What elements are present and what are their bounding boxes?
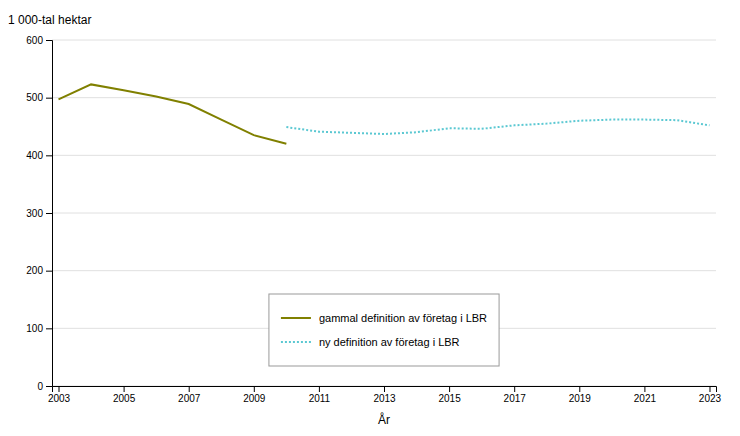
chart: 2003 2005 2007 2009 2011 2013 2015 2017 2019 2021…: [0, 0, 740, 436]
y-tick-label: 200: [26, 265, 43, 276]
x-tick-mark: [644, 386, 645, 392]
x-tick: 2019: [569, 386, 592, 404]
y-tick-mark: [46, 386, 52, 387]
x-tick-mark: [384, 386, 385, 392]
x-axis-title: År: [378, 412, 390, 427]
legend-label: ny definition av företag i LBR: [319, 336, 460, 348]
grid: [52, 40, 716, 386]
y-tick-mark: [46, 155, 52, 156]
y-tick-mark: [46, 328, 52, 329]
x-tick: 2013: [373, 386, 396, 404]
legend-label: gammal definition av företag i LBR: [319, 312, 487, 324]
x-tick: 2007: [178, 386, 201, 404]
y-tick-mark: [46, 271, 52, 272]
legend: gammal definition av företag i LBR ny def…: [269, 294, 499, 366]
legend-item: gammal definition av företag i LBR: [281, 312, 487, 324]
grid-line: [52, 97, 716, 98]
plot-area: [59, 84, 710, 143]
y-tick-mark: [46, 40, 52, 41]
x-tick-label: 2009: [243, 393, 266, 404]
x-tick: 2017: [504, 386, 527, 404]
x-tick-label: 2003: [48, 393, 71, 404]
legend-swatch: [281, 317, 311, 319]
x-tick-mark: [449, 386, 450, 392]
x-tick-mark: [579, 386, 580, 392]
y-tick: 100: [26, 323, 52, 334]
y-tick-label: 600: [26, 35, 43, 46]
y-tick-mark: [46, 98, 52, 99]
x-tick-mark: [59, 386, 60, 392]
y-tick-label: 400: [26, 150, 43, 161]
x-tick-label: 2011: [309, 393, 331, 404]
x-tick-mark: [124, 386, 125, 392]
grid-line: [52, 40, 716, 41]
legend-item: ny definition av företag i LBR: [281, 336, 460, 348]
y-axis: 0 100 200 300 400 500 600: [26, 35, 52, 392]
x-tick-mark: [709, 386, 710, 392]
x-tick-label: 2015: [438, 393, 461, 404]
series-line: [59, 84, 287, 143]
y-tick: 300: [26, 208, 52, 219]
x-tick: 2009: [243, 386, 266, 404]
y-tick-label: 500: [26, 92, 43, 103]
x-tick-mark: [514, 386, 515, 392]
x-tick-mark: [254, 386, 255, 392]
grid-line: [52, 270, 716, 271]
grid-line: [52, 155, 716, 156]
grid-line: [52, 213, 716, 214]
x-tick: 2005: [113, 386, 136, 404]
legend-swatch: [281, 341, 311, 343]
legend-frame: [269, 294, 499, 366]
x-tick-label: 2005: [113, 393, 136, 404]
y-tick-label: 300: [26, 208, 43, 219]
x-tick-mark: [189, 386, 190, 392]
x-tick-label: 2013: [373, 393, 396, 404]
x-tick: 2011: [309, 386, 331, 404]
x-axis: 2003 2005 2007 2009 2011 2013 2015 2017 2019 2021…: [48, 386, 722, 404]
y-tick: 400: [26, 150, 52, 161]
y-tick-label: 0: [37, 381, 43, 392]
x-tick-label: 2007: [178, 393, 201, 404]
x-tick-label: 2017: [504, 393, 527, 404]
y-tick: 600: [26, 35, 52, 46]
y-tick: 500: [26, 92, 52, 103]
x-tick-label: 2019: [569, 393, 592, 404]
y-axis-line: [46, 41, 53, 387]
y-tick: 200: [26, 265, 52, 276]
y-tick-label: 100: [26, 323, 43, 334]
x-axis-line: [53, 387, 717, 393]
x-tick-mark: [319, 386, 320, 392]
x-tick: 2003: [48, 386, 71, 404]
x-tick: 2023: [699, 386, 722, 404]
y-tick: 0: [37, 381, 52, 392]
x-tick-label: 2023: [699, 393, 722, 404]
series-line: [286, 120, 709, 134]
x-tick: 2015: [438, 386, 461, 404]
x-tick-label: 2021: [634, 393, 657, 404]
x-tick: 2021: [634, 386, 657, 404]
y-tick-mark: [46, 213, 52, 214]
y-axis-title: 1 000-tal hektar: [8, 13, 91, 27]
